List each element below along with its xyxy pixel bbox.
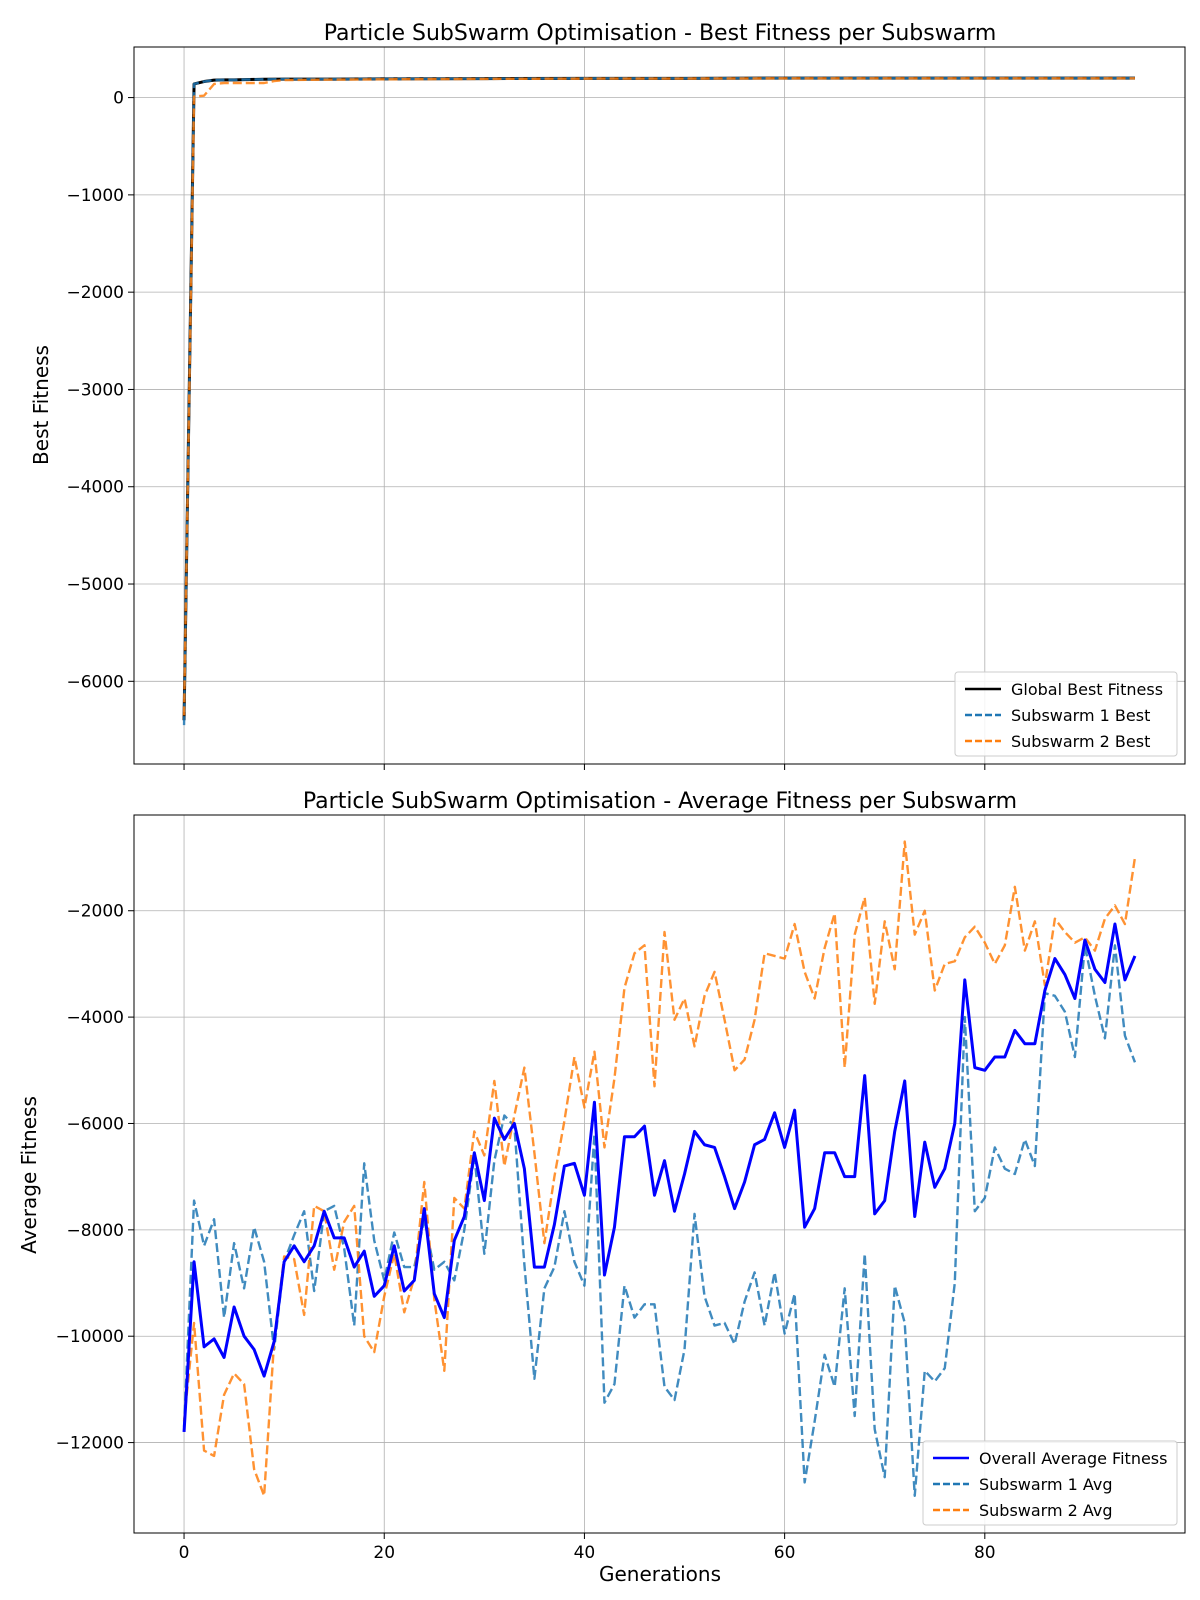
average-fitness-x-tick-label: 0 xyxy=(179,1543,190,1563)
average-fitness-chart-title: Particle SubSwarm Optimisation - Average… xyxy=(303,789,1017,814)
average-fitness-y-tick-label: −6000 xyxy=(66,1114,124,1134)
average-fitness-plot-frame xyxy=(133,814,1186,1534)
average-fitness-x-axis: 0 20 40 60 80 xyxy=(179,1533,996,1563)
legend-label: Global Best Fitness xyxy=(1011,680,1163,699)
best-fitness-y-tick-label: −5000 xyxy=(66,575,124,595)
average-fitness-legend-box xyxy=(922,1440,1178,1526)
average-fitness-legend: Overall Average Fitness Subswarm 1 Avg Sub… xyxy=(922,1440,1178,1526)
average-fitness-y-tick-label: −8000 xyxy=(66,1221,124,1241)
best-fitness-y-tick-label: −4000 xyxy=(66,478,124,498)
best-fitness-legend: Global Best Fitness Subswarm 1 Best Subswa… xyxy=(954,671,1178,757)
legend-label: Subswarm 1 Best xyxy=(1011,706,1150,725)
best-fitness-chart-title: Particle SubSwarm Optimisation - Best Fi… xyxy=(324,21,997,46)
average-fitness-x-tick-label: 40 xyxy=(574,1543,596,1563)
average-fitness-y-tick-label: −4000 xyxy=(66,1008,124,1028)
average-fitness-y-tick-label: −12000 xyxy=(56,1434,124,1454)
average-fitness-x-tick-label: 20 xyxy=(373,1543,395,1563)
best-fitness-grid xyxy=(134,47,1185,764)
average-fitness-x-tick-label: 60 xyxy=(774,1543,796,1563)
best-fitness-plot-frame xyxy=(133,46,1186,765)
average-fitness-x-axis-label: Generations xyxy=(599,1562,721,1586)
average-fitness-x-tick-label: 80 xyxy=(974,1543,996,1563)
best-fitness-y-tick-label: 0 xyxy=(113,89,124,109)
series-line-subswarm-1-avg xyxy=(182,944,1137,1497)
series-line-overall-average-fitness xyxy=(182,922,1137,1433)
best-fitness-x-axis xyxy=(183,764,986,770)
legend-label: Overall Average Fitness xyxy=(979,1449,1167,1468)
average-fitness-y-tick-label: −2000 xyxy=(66,902,124,922)
average-fitness-y-axis-label: Average Fitness xyxy=(17,1096,41,1254)
legend-label: Subswarm 2 Avg xyxy=(979,1501,1113,1520)
best-fitness-y-tick-label: −3000 xyxy=(66,380,124,400)
series-line-subswarm-2-best xyxy=(182,77,1135,716)
average-fitness-chart: Particle SubSwarm Optimisation - Average… xyxy=(17,789,1186,1586)
series-line-subswarm-2-avg xyxy=(182,840,1137,1497)
average-fitness-series xyxy=(182,840,1137,1497)
best-fitness-chart: Particle SubSwarm Optimisation - Best Fi… xyxy=(29,21,1186,770)
average-fitness-y-axis: −2000 −4000 −6000 −8000 −10000 −12000 xyxy=(56,902,134,1454)
best-fitness-y-axis: 0 −1000 −2000 −3000 −4000 −5000 −6000 xyxy=(66,89,134,692)
legend-label: Subswarm 2 Best xyxy=(1011,732,1150,751)
best-fitness-y-tick-label: −2000 xyxy=(66,283,124,303)
legend-label: Subswarm 1 Avg xyxy=(979,1475,1113,1494)
best-fitness-y-tick-label: −6000 xyxy=(66,672,124,692)
best-fitness-legend-box xyxy=(954,671,1178,757)
best-fitness-y-tick-label: −1000 xyxy=(66,186,124,206)
best-fitness-y-axis-label: Best Fitness xyxy=(29,345,53,465)
average-fitness-y-tick-label: −10000 xyxy=(56,1327,124,1347)
best-fitness-series xyxy=(182,76,1135,726)
